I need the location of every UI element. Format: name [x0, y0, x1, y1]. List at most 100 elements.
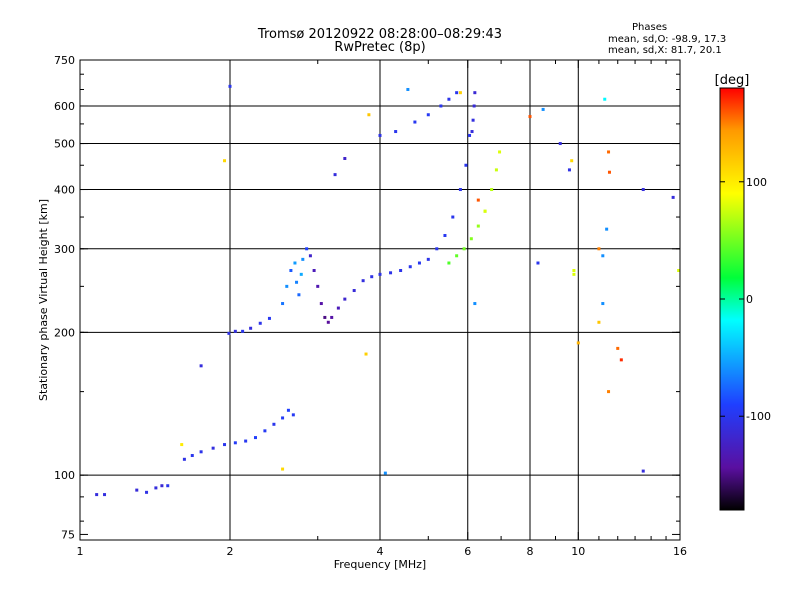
y-tick-label: 200 [54, 326, 75, 339]
data-point [336, 306, 340, 310]
data-point [528, 115, 532, 119]
data-point [439, 104, 443, 108]
data-point [361, 279, 365, 283]
colorbar-tick-label: -100 [746, 410, 771, 423]
data-point [299, 272, 303, 276]
data-point [494, 168, 498, 172]
data-point [473, 91, 477, 95]
colorbar-tick-label: 0 [746, 293, 753, 306]
data-point [597, 320, 601, 324]
data-point [541, 107, 545, 111]
data-point [180, 443, 184, 447]
y-tick-label: 750 [54, 54, 75, 67]
x-tick-label: 16 [673, 545, 687, 558]
data-point [570, 159, 574, 163]
data-point [199, 364, 203, 368]
data-point [616, 346, 620, 350]
data-point [258, 321, 262, 325]
data-point [473, 302, 477, 306]
data-point [572, 269, 576, 273]
data-point [312, 269, 316, 273]
data-point [223, 443, 227, 447]
x-axis-label: Frequency [MHz] [334, 558, 426, 571]
data-point [455, 254, 459, 258]
data-point [241, 329, 245, 333]
x-tick-label: 4 [377, 545, 384, 558]
data-point [333, 173, 337, 177]
data-point [470, 130, 474, 134]
data-point [447, 261, 451, 265]
data-point [227, 331, 231, 335]
y-tick-label: 300 [54, 243, 75, 256]
data-point [343, 156, 347, 160]
data-point [330, 315, 334, 319]
data-point [483, 209, 487, 213]
data-point [190, 454, 194, 458]
data-point [263, 429, 267, 433]
data-point [603, 97, 607, 101]
data-point [211, 446, 215, 450]
data-point [443, 233, 447, 237]
data-point [281, 467, 285, 471]
data-point [352, 289, 356, 293]
data-point [464, 163, 468, 167]
data-point [244, 439, 248, 443]
y-axis-label: Stationary phase Virtual Height [km] [37, 199, 50, 401]
colorbar-tick-label: 100 [746, 176, 767, 189]
phase-stats-heading: Phases [632, 22, 668, 33]
y-tick-label: 600 [54, 100, 75, 113]
data-point [451, 215, 455, 219]
data-point [367, 113, 371, 117]
data-point [576, 341, 580, 345]
data-point [458, 91, 462, 95]
data-point [671, 195, 675, 199]
data-point [426, 257, 430, 261]
data-point [399, 269, 403, 273]
data-point [291, 413, 295, 417]
data-point [166, 484, 170, 488]
data-point [233, 329, 237, 333]
data-point [413, 120, 417, 124]
data-point [199, 450, 203, 454]
data-point [323, 315, 327, 319]
data-point [536, 261, 540, 265]
data-point [641, 469, 645, 473]
data-point [160, 484, 164, 488]
data-point [295, 280, 299, 284]
data-point [619, 358, 623, 362]
chart-subtitle: RwPretec (8p) [334, 40, 426, 55]
data-point [607, 390, 611, 394]
data-point [316, 284, 320, 288]
data-point [567, 168, 571, 172]
data-point [364, 352, 368, 356]
x-tick-label: 10 [571, 545, 585, 558]
data-point [154, 486, 158, 490]
data-point [135, 488, 139, 492]
data-point [455, 91, 459, 95]
data-point [293, 261, 297, 265]
data-point [601, 302, 605, 306]
data-point [326, 320, 330, 324]
data-point [343, 297, 347, 301]
data-point [597, 247, 601, 251]
data-point [641, 188, 645, 192]
data-point [447, 97, 451, 101]
data-point [297, 293, 301, 297]
data-point [253, 436, 257, 440]
y-tick-label: 400 [54, 184, 75, 197]
data-point [471, 118, 475, 122]
data-point [605, 227, 609, 231]
data-point [607, 150, 611, 154]
data-point [281, 416, 285, 420]
data-point [469, 237, 473, 241]
data-point [601, 254, 605, 258]
data-point [426, 113, 430, 117]
data-point [490, 188, 494, 192]
colorbar-label: [deg] [715, 73, 750, 88]
data-point [308, 254, 312, 258]
data-point [182, 457, 186, 461]
data-point [408, 265, 412, 269]
data-point [572, 272, 576, 276]
data-point [272, 422, 276, 426]
